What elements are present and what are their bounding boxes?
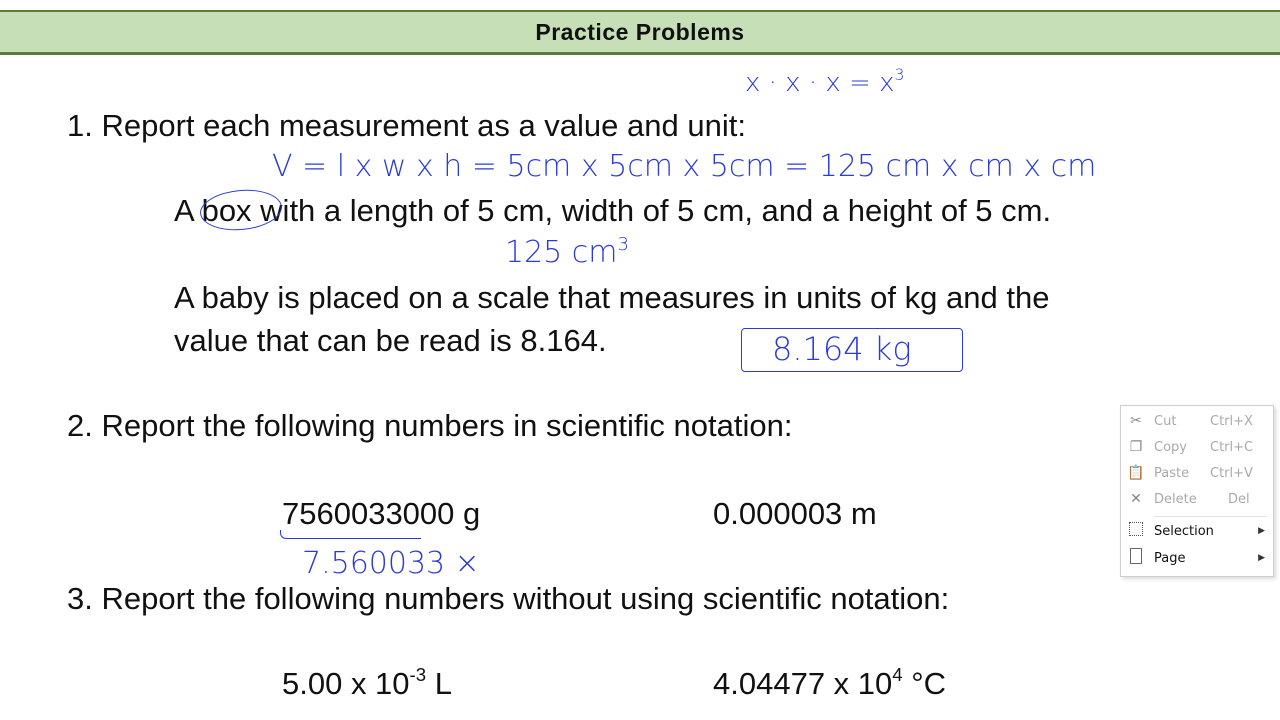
menu-item-page[interactable]: Page ▶ <box>1121 545 1273 571</box>
cube-exponent: 3 <box>894 66 905 84</box>
paste-icon: 📋 <box>1127 465 1145 481</box>
menu-item-copy[interactable]: ❐ Copy Ctrl+C <box>1121 434 1273 460</box>
question-1: 1. Report each measurement as a value an… <box>67 108 746 143</box>
menu-label: Paste <box>1154 465 1190 481</box>
selection-icon <box>1127 522 1145 540</box>
handwriting-volume: V = l x w x h = 5cm x 5cm x 5cm = 125 cm… <box>272 149 1097 184</box>
submenu-arrow-icon: ▶ <box>1258 553 1265 563</box>
menu-item-selection[interactable]: Selection ▶ <box>1121 518 1273 544</box>
menu-shortcut: Ctrl+X <box>1210 413 1253 429</box>
copy-icon: ❐ <box>1129 439 1143 455</box>
question-1a: A box with a length of 5 cm, width of 5 … <box>174 193 1052 228</box>
menu-shortcut: Del <box>1228 491 1250 507</box>
submenu-arrow-icon: ▶ <box>1258 526 1265 536</box>
question-3: 3. Report the following numbers without … <box>67 581 950 616</box>
menu-label: Page <box>1154 550 1186 566</box>
menu-item-delete[interactable]: ✕ Delete Del <box>1121 486 1273 512</box>
page-icon <box>1127 548 1145 568</box>
question-1b-line1: A baby is placed on a scale that measure… <box>174 280 1050 315</box>
menu-label: Cut <box>1154 413 1177 429</box>
handwriting-answer-1: 125 cm3 <box>505 235 629 270</box>
menu-item-paste[interactable]: 📋 Paste Ctrl+V <box>1121 460 1273 486</box>
question-2b: 0.000003 m <box>713 496 877 531</box>
question-1b-line2: value that can be read is 8.164. <box>174 323 607 358</box>
menu-shortcut: Ctrl+C <box>1210 439 1254 455</box>
q3a-exponent: -3 <box>409 664 427 685</box>
scissors-icon: ✂ <box>1130 413 1142 429</box>
q3b-exponent: 4 <box>892 664 903 685</box>
delete-icon: ✕ <box>1130 491 1142 507</box>
menu-label: Copy <box>1154 439 1187 455</box>
page-header: Practice Problems <box>0 10 1280 55</box>
question-2a: 7560033000 g <box>282 496 481 531</box>
q3a-base: 5.00 x 10 <box>282 666 410 701</box>
menu-label: Selection <box>1154 523 1214 539</box>
page-title: Practice Problems <box>535 18 745 45</box>
menu-separator <box>1154 516 1267 517</box>
answer1-text: 125 cm <box>505 235 618 270</box>
handwriting-answer-2: 8.164 kg <box>741 328 963 372</box>
q3b-unit: °C <box>902 666 947 701</box>
q3b-base: 4.04477 x 10 <box>713 666 893 701</box>
question-3a: 5.00 x 10-3 L <box>282 665 452 701</box>
menu-item-cut[interactable]: ✂ Cut Ctrl+X <box>1121 408 1273 434</box>
context-menu: ✂ Cut Ctrl+X ❐ Copy Ctrl+C 📋 Paste Ctrl+V ✕ Del… <box>1120 405 1274 577</box>
cube-text: x · x · x = x <box>745 68 895 98</box>
question-2: 2. Report the following numbers in scien… <box>67 408 793 443</box>
question-3b: 4.04477 x 104 °C <box>713 665 947 701</box>
q3a-unit: L <box>426 666 452 701</box>
menu-shortcut: Ctrl+V <box>1210 465 1253 481</box>
underline-mark <box>280 530 421 539</box>
handwriting-cube: x · x · x = x3 <box>745 67 904 98</box>
answer1-exponent: 3 <box>617 234 629 255</box>
handwriting-answer-3: 7.560033 × <box>302 546 480 581</box>
menu-label: Delete <box>1154 491 1197 507</box>
